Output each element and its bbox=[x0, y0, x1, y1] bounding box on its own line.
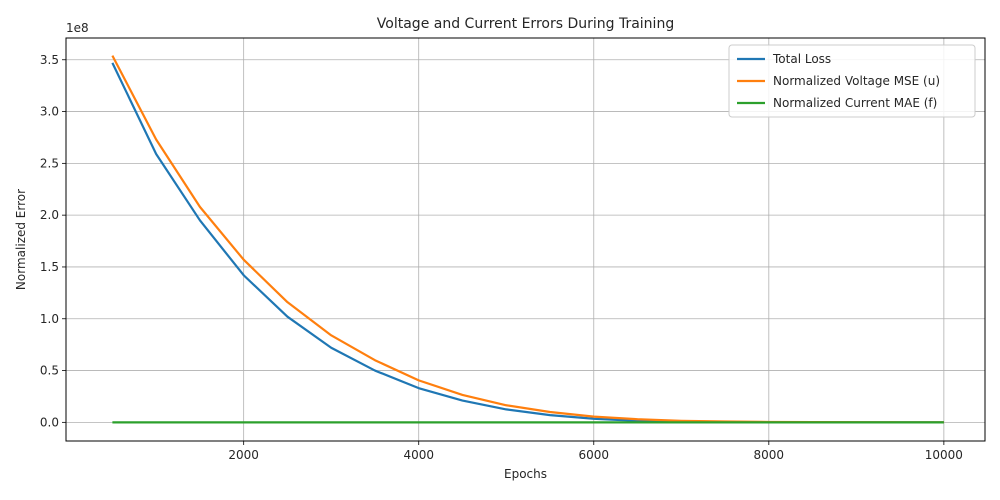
x-tick-label: 4000 bbox=[403, 448, 434, 462]
y-tick-label: 2.5 bbox=[40, 156, 59, 170]
legend-label: Normalized Current MAE (f) bbox=[773, 96, 937, 110]
series-lines bbox=[111, 55, 944, 424]
legend-label: Total Loss bbox=[772, 52, 831, 66]
axis-ticks: 2000 4000 6000 8000 10000 0.0 0.5 1.0 1.5 2.0 2.5 3… bbox=[40, 53, 963, 462]
legend-box bbox=[728, 44, 976, 118]
y-tick-label: 1.0 bbox=[40, 312, 59, 326]
y-tick-label: 0.5 bbox=[40, 364, 59, 378]
y-tick-label: 0.0 bbox=[40, 415, 59, 429]
legend: Total Loss Normalized Voltage MSE (u) Norm… bbox=[728, 44, 976, 118]
x-axis-label: Epochs bbox=[504, 467, 547, 481]
y-tick-label: 1.5 bbox=[40, 260, 59, 274]
legend-label: Normalized Voltage MSE (u) bbox=[773, 74, 940, 88]
y-tick-label: 2.0 bbox=[40, 208, 59, 222]
x-tick-label: 10000 bbox=[925, 448, 963, 462]
x-tick-label: 2000 bbox=[228, 448, 259, 462]
y-tick-label: 3.5 bbox=[40, 53, 59, 67]
y-tick-label: 3.0 bbox=[40, 105, 59, 119]
y-axis-offset-text: 1e8 bbox=[66, 21, 89, 35]
grid-lines bbox=[66, 38, 985, 441]
chart-title: Voltage and Current Errors During Traini… bbox=[377, 16, 674, 32]
y-axis-label: Normalized Error bbox=[14, 189, 28, 290]
axes-frame bbox=[65, 37, 986, 442]
x-tick-label: 6000 bbox=[578, 448, 609, 462]
x-tick-label: 8000 bbox=[754, 448, 785, 462]
